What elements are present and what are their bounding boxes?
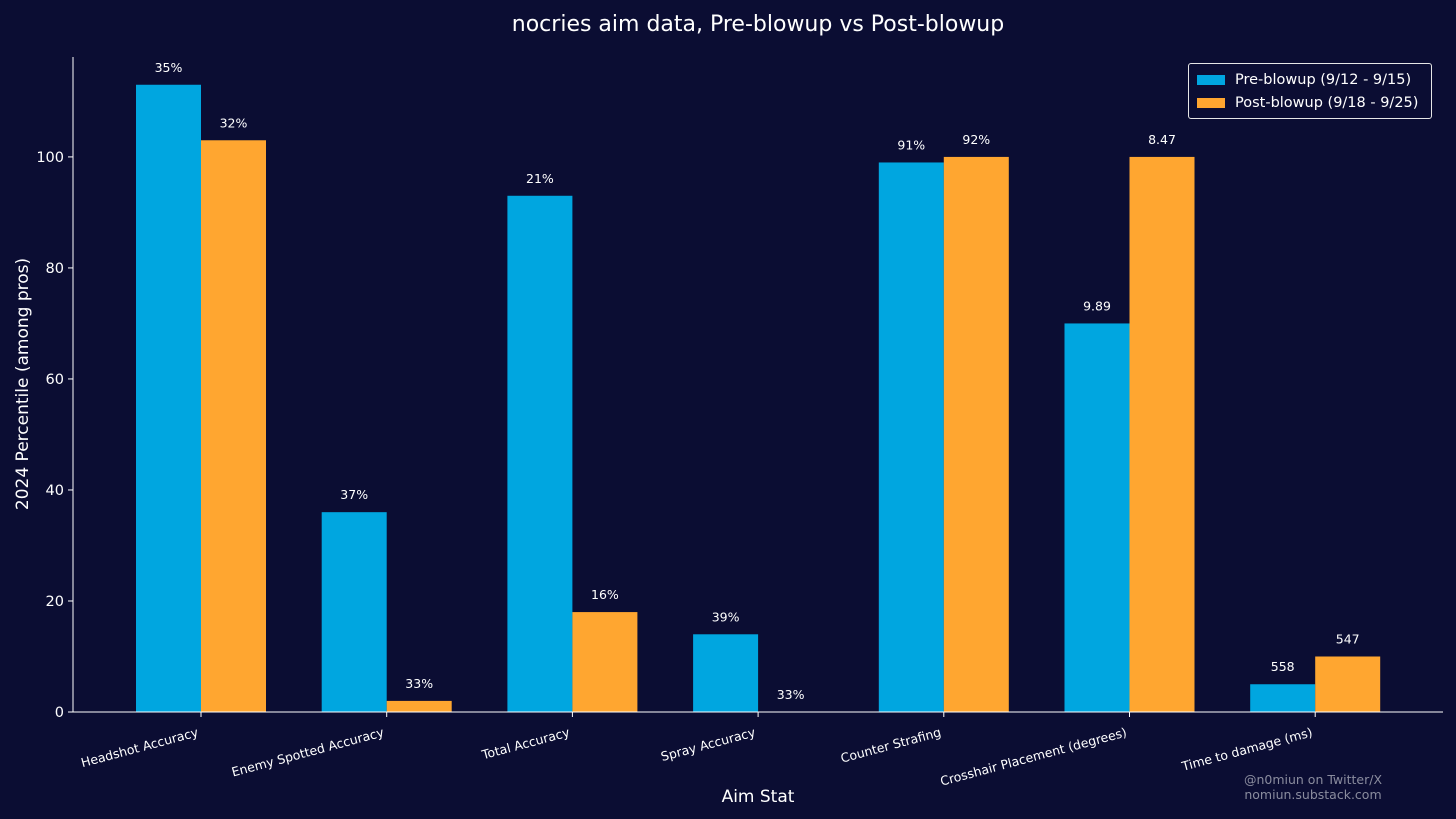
x-tick-label-6: Time to damage (ms) — [1179, 724, 1314, 774]
bar-post-2 — [572, 612, 638, 712]
bar-pre-2 — [507, 195, 573, 712]
bar-value-label-pre-1: 37% — [340, 487, 368, 502]
legend-entry-post: Post-blowup (9/18 - 9/25) — [1197, 91, 1423, 114]
legend-label-pre: Pre-blowup (9/12 - 9/15) — [1235, 71, 1412, 88]
y-tick-label-20: 20 — [46, 594, 64, 610]
plot-area: 35% 37% 21% 39% 91% 9.89 558 32% 33% 16% 33% 92% 8.4… — [36, 57, 1443, 789]
bar-value-label-pre-5: 9.89 — [1083, 298, 1111, 313]
legend-label-post: Post-blowup (9/18 - 9/25) — [1235, 94, 1419, 111]
bar-value-label-post-6: 547 — [1336, 631, 1360, 646]
legend: Pre-blowup (9/12 - 9/15) Post-blowup (9/… — [1188, 63, 1432, 119]
y-tick-label-100: 100 — [36, 150, 64, 166]
bar-post-0 — [201, 140, 266, 713]
y-tick-label-60: 60 — [46, 372, 64, 388]
bar-post-1 — [386, 700, 452, 712]
bar-value-label-post-3: 33% — [777, 687, 805, 702]
x-tick-label-1: Enemy Spotted Accuracy — [230, 724, 386, 779]
x-tick-label-5: Crosshair Placement (degrees) — [939, 724, 1129, 788]
bar-pre-5 — [1064, 323, 1130, 712]
bar-value-label-post-0: 32% — [220, 115, 248, 130]
x-tick-label-3: Spray Accuracy — [659, 724, 757, 764]
watermark: @n0miun on Twitter/X nomiun.substack.com — [1190, 772, 1436, 802]
bar-value-label-pre-0: 35% — [155, 60, 183, 75]
x-tick-label-0: Headshot Accuracy — [79, 724, 200, 770]
x-tick-label-2: Total Accuracy — [479, 724, 572, 762]
bar-post-6 — [1315, 656, 1381, 712]
bar-pre-0 — [136, 84, 201, 713]
legend-entry-pre: Pre-blowup (9/12 - 9/15) — [1197, 68, 1423, 91]
bar-value-label-pre-4: 91% — [897, 137, 925, 152]
bar-value-label-pre-2: 21% — [526, 171, 554, 186]
bar-value-label-post-5: 8.47 — [1148, 132, 1176, 147]
bar-value-label-post-4: 92% — [962, 132, 990, 147]
legend-swatch-post — [1197, 97, 1225, 108]
watermark-substack: nomiun.substack.com — [1244, 787, 1382, 802]
bar-value-label-post-1: 33% — [405, 676, 433, 691]
y-tick-label-0: 0 — [55, 705, 64, 721]
bar-value-label-pre-3: 39% — [712, 609, 740, 624]
legend-swatch-pre — [1197, 74, 1225, 85]
bar-post-4 — [943, 156, 1009, 712]
y-tick-label-80: 80 — [46, 261, 64, 277]
bar-post-5 — [1129, 156, 1195, 712]
bar-pre-3 — [693, 634, 759, 712]
y-axis-label: 2024 Percentile (among pros) — [13, 258, 33, 510]
bar-value-label-post-2: 16% — [591, 587, 619, 602]
bar-pre-4 — [878, 162, 944, 713]
bar-pre-6 — [1250, 684, 1316, 712]
x-axis-label: Aim Stat — [722, 787, 795, 807]
bar-value-label-pre-6: 558 — [1271, 659, 1295, 674]
chart-title: nocries aim data, Pre-blowup vs Post-blo… — [512, 12, 1004, 37]
watermark-twitter: @n0miun on Twitter/X — [1243, 772, 1383, 787]
bar-pre-1 — [321, 512, 387, 712]
y-tick-label-40: 40 — [46, 483, 64, 499]
x-tick-label-4: Counter Strafing — [839, 724, 943, 765]
